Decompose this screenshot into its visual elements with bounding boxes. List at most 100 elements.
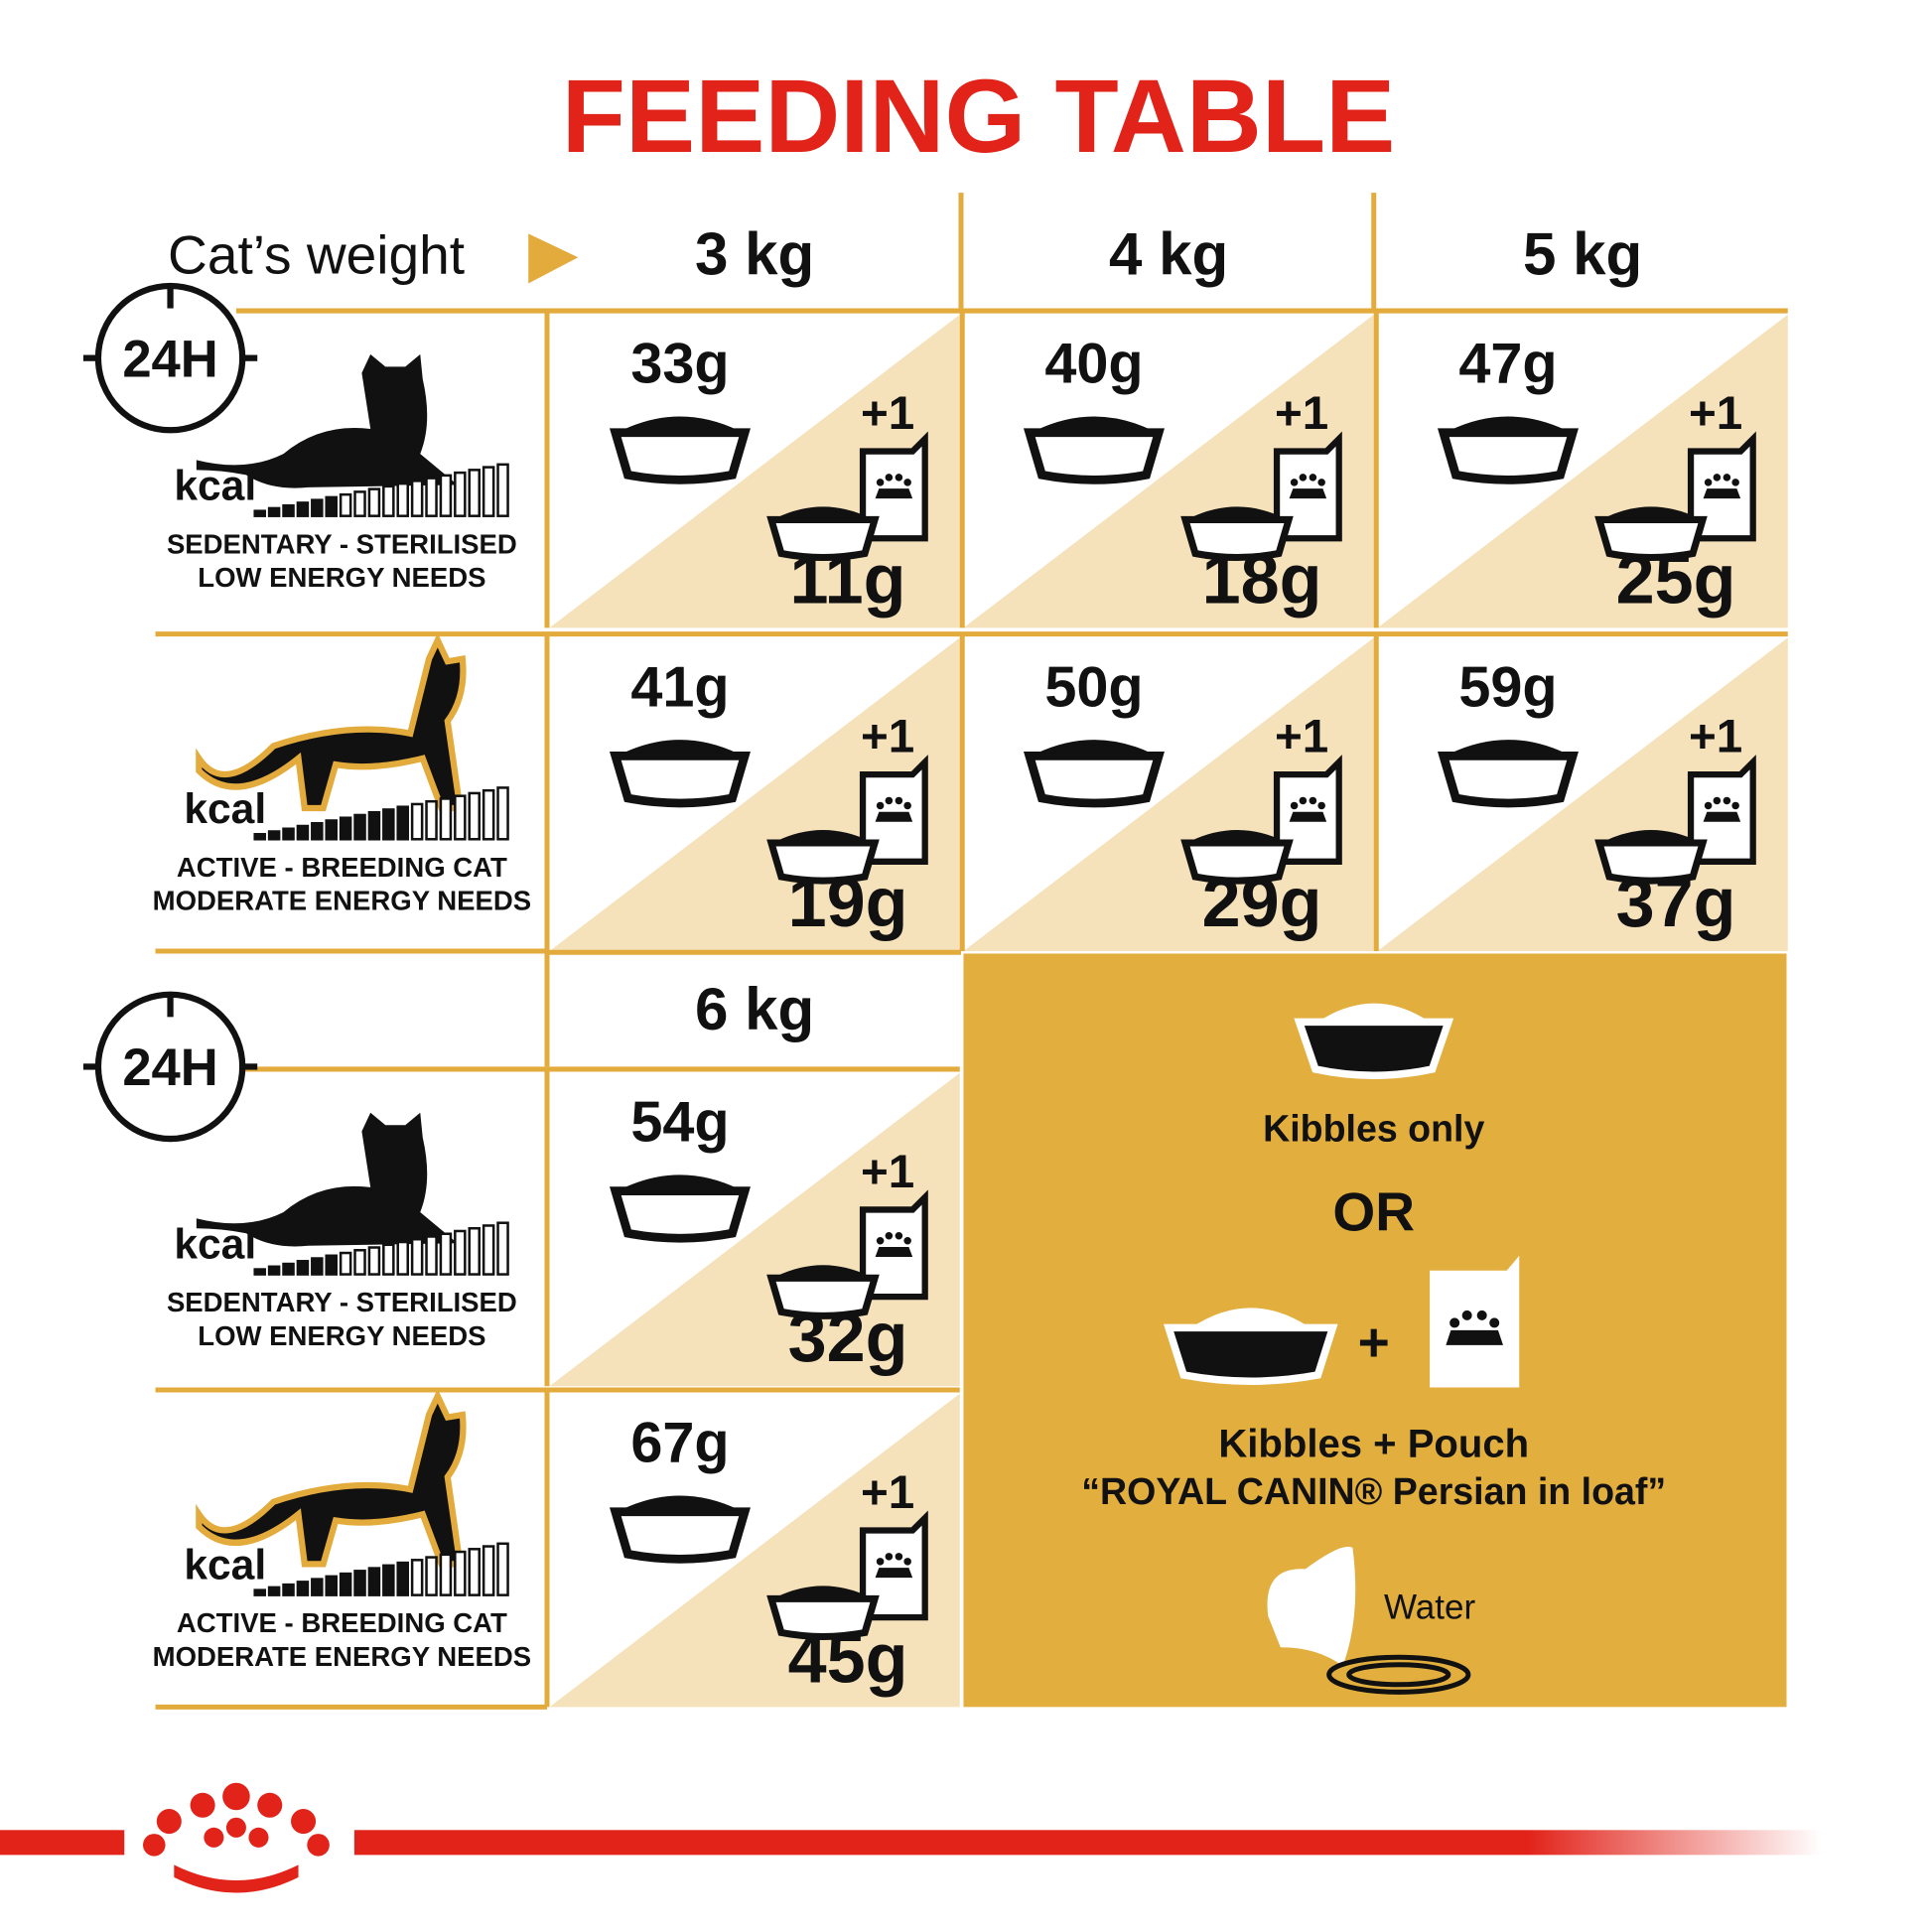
header-cell [549, 954, 960, 1064]
crown-logo [143, 1782, 330, 1893]
energy-bar [325, 1575, 338, 1596]
kibble-mound [1604, 506, 1698, 522]
bowl-body [1024, 428, 1165, 484]
bowl-body [1438, 751, 1579, 808]
energy-bar [267, 830, 281, 841]
energy-bar [482, 788, 495, 841]
bowl-body [766, 515, 880, 562]
energy-needs: MODERATE ENERGY NEEDS [153, 886, 531, 916]
crown-dot [1713, 796, 1722, 805]
crown-dot [1723, 474, 1731, 482]
bowl-body [1594, 515, 1708, 562]
kibbles-amount: 54g [630, 1091, 729, 1155]
pouch-icon [1687, 755, 1756, 865]
kibble-mound [1604, 830, 1698, 846]
crown-dot [903, 1236, 911, 1245]
energy-needs: LOW ENERGY NEEDS [198, 1320, 485, 1351]
crown-dot [1731, 479, 1739, 486]
energy-bar [454, 1229, 467, 1276]
legend-product: “ROYAL CANIN® Persian in loaf” [1081, 1470, 1666, 1512]
energy-bar [296, 824, 310, 841]
energy-bar [267, 1265, 281, 1276]
kibble-mound [621, 416, 739, 436]
energy-bar [325, 819, 338, 841]
energy-bar [282, 1262, 295, 1276]
footer-line [0, 1830, 125, 1856]
pouch-count: +1 [861, 1146, 914, 1198]
bowl-icon [1438, 416, 1579, 484]
bowl-body [766, 1274, 880, 1319]
crown [1703, 488, 1741, 499]
bowl-icon [610, 1174, 751, 1243]
bowl-icon [1294, 1003, 1454, 1079]
kibble-mound [776, 1586, 870, 1601]
crown-dot [876, 801, 885, 810]
activity-level: SEDENTARY - STERILISED [167, 528, 517, 559]
energy-bar [410, 1237, 424, 1276]
pouch-count: +1 [861, 1466, 914, 1519]
energy-bar [496, 786, 509, 841]
energy-bar [439, 797, 453, 841]
energy-bar [311, 1257, 324, 1276]
energy-bar [339, 492, 352, 517]
energy-bar [367, 1246, 381, 1276]
kibble-mound [1190, 830, 1284, 846]
crown-dot [903, 479, 911, 486]
bowl-icon [610, 1495, 751, 1564]
title: FEEDING TABLE [562, 59, 1395, 175]
energy-bar [396, 1561, 409, 1596]
pouch-icon [1430, 1255, 1520, 1388]
energy-bar [339, 816, 352, 841]
pouch-count: +1 [1275, 711, 1328, 763]
energy-bar [339, 1251, 352, 1276]
bowl-icon [1024, 416, 1165, 484]
energy-bar [410, 480, 424, 517]
energy-bar [367, 810, 381, 841]
bowl-body [610, 428, 751, 484]
energy-bar [353, 813, 366, 841]
bowl-body [1438, 428, 1579, 484]
energy-bar [439, 1553, 453, 1596]
energy-bar [382, 484, 395, 517]
kibbles-amount: 59g [1458, 655, 1557, 719]
crown-dot [903, 801, 911, 810]
energy-bar [253, 509, 266, 517]
bowl-icon [766, 506, 880, 562]
energy-bar [482, 466, 495, 517]
energy-bar [468, 791, 481, 841]
mixed-amount: 25g [1616, 540, 1736, 618]
crown [875, 1247, 913, 1258]
crown-dot [1309, 474, 1317, 482]
kibble-mound [621, 1495, 739, 1515]
crown-dot [885, 1231, 894, 1240]
crown-dot [903, 1558, 911, 1566]
energy-bar [468, 469, 481, 517]
weight-header: 6 kg [695, 976, 814, 1042]
energy-bar [382, 1564, 395, 1596]
energy-bar [496, 1221, 509, 1276]
kibbles-amount: 50g [1044, 655, 1143, 719]
energy-bar [353, 490, 366, 517]
crown-dot [1704, 479, 1713, 486]
kibble-mound [776, 506, 870, 522]
crown-dot [1299, 474, 1308, 482]
energy-bar [439, 1232, 453, 1276]
energy-bar [325, 495, 338, 517]
kibbles-amount: 33g [630, 333, 729, 396]
bowl-icon [1163, 1308, 1338, 1386]
legend-box [963, 953, 1787, 1708]
energy-bar [253, 1588, 266, 1596]
energy-bar [410, 1559, 424, 1596]
crown-dot [895, 1231, 903, 1240]
energy-bar [282, 503, 295, 517]
legend-or: OR [1332, 1181, 1415, 1243]
energy-bar [396, 805, 409, 841]
bowl-icon [766, 830, 880, 885]
energy-bar [425, 799, 438, 841]
bowl-body [1180, 839, 1294, 885]
energy-bar [367, 487, 381, 517]
crown-dot [885, 474, 894, 482]
kcal-label: kcal [184, 785, 266, 833]
energy-bar [296, 1581, 310, 1596]
